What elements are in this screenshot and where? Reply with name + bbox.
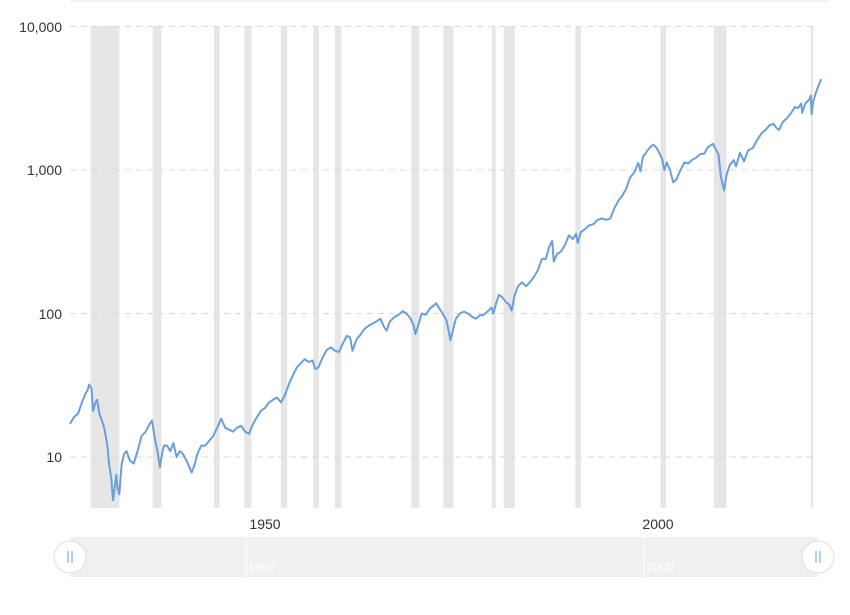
x-tick-label-2000: 2000 [642,516,673,532]
recession-bands [90,26,814,508]
recession-band [313,26,320,508]
y-tick-label-10: 10 [46,449,62,465]
navigator-handle-left[interactable] [53,540,87,574]
y-tick-label-10000: 10,000 [19,19,62,35]
y-axis: 10,000 1,000 100 10 [19,19,62,465]
grid-lines [70,0,828,458]
x-axis: 1950 2000 [249,516,673,532]
recession-band [660,26,667,508]
navigator-label-2000: 2000 [647,560,674,574]
recession-band [334,26,342,508]
recession-band [214,26,220,508]
recession-band [244,26,252,508]
recession-band [503,26,515,508]
navigator-background [70,537,818,577]
y-tick-label-100: 100 [39,306,63,322]
recession-band [491,26,496,508]
series-layer [69,78,823,502]
recession-band [713,26,727,508]
recession-band [152,26,162,508]
y-tick-label-1000: 1,000 [27,162,62,178]
navigator-handle-right[interactable] [801,540,835,574]
series-line [69,78,823,502]
navigator-label-1950: 1950 [248,560,275,574]
recession-band [810,26,814,508]
recession-band [280,26,288,508]
range-navigator[interactable]: 1950 2000 [53,537,835,577]
recession-band [575,26,581,508]
x-tick-label-1950: 1950 [249,516,280,532]
recession-band [443,26,454,508]
recession-band [411,26,420,508]
